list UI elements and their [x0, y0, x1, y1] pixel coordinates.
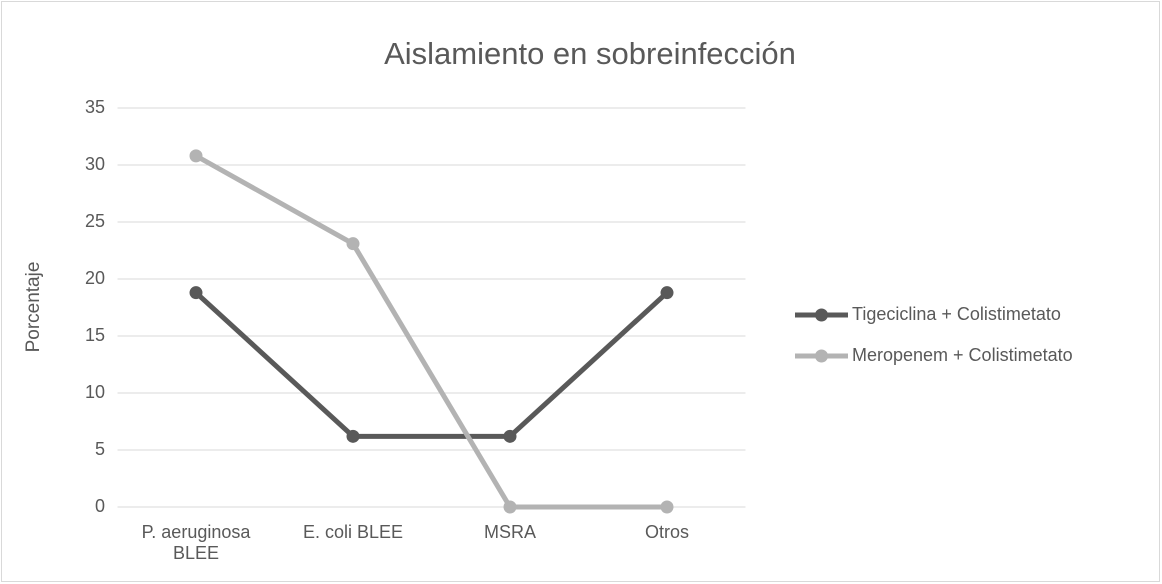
data-point: [503, 429, 517, 443]
y-tick-label: 0: [95, 496, 105, 516]
data-point: [503, 500, 517, 514]
legend-label: Meropenem + Colistimetato: [852, 345, 1073, 365]
x-tick-label: MSRA: [483, 522, 536, 542]
series-line: [194, 153, 667, 510]
x-tick-label: E. coli BLEE: [302, 522, 404, 542]
y-tick-label: 10: [85, 382, 105, 402]
legend-label: Tigeciclina + Colistimetato: [852, 304, 1061, 324]
data-point: [660, 286, 674, 300]
data-point: [189, 286, 203, 300]
y-tick-label: 25: [85, 211, 105, 231]
series-line: [194, 290, 669, 439]
y-tick-label: 20: [85, 268, 105, 288]
chart-title: Aislamiento en sobreinfección: [384, 36, 796, 71]
y-tick-label: 5: [95, 439, 105, 459]
data-point: [660, 500, 674, 514]
x-tick-label: P. aeruginosa BLEE: [141, 522, 251, 563]
x-tick-label: Otros: [644, 522, 689, 542]
legend-swatch-marker: [815, 349, 828, 363]
y-axis-label: Porcentaje: [23, 262, 44, 353]
y-tick-label: 15: [85, 325, 105, 345]
data-point: [346, 237, 360, 251]
data-point: [189, 149, 203, 163]
data-point: [346, 429, 360, 443]
y-tick-label: 35: [85, 97, 105, 117]
legend-swatch-marker: [815, 308, 828, 322]
y-tick-label: 30: [85, 154, 105, 174]
